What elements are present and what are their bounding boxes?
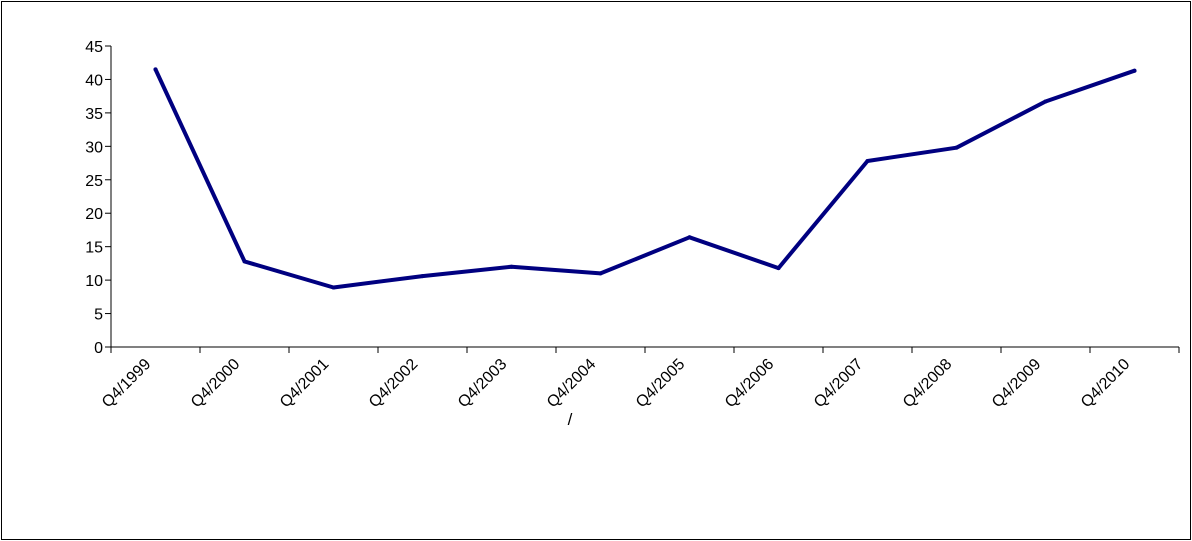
series-group (153, 67, 1137, 290)
series-line (153, 67, 1137, 290)
data-point (954, 145, 959, 150)
y-tick-label: 5 (94, 307, 103, 324)
footer-label: / (568, 410, 573, 429)
y-tick-label: 0 (94, 340, 103, 357)
data-point (865, 159, 870, 164)
data-point (776, 266, 781, 271)
data-point (331, 285, 336, 290)
x-tick-label: Q4/2010 (1078, 356, 1133, 411)
x-tick-label: Q4/2008 (900, 356, 955, 411)
x-tick-label: Q4/2007 (811, 356, 866, 411)
y-axis: 0 5 10 15 20 25 30 35 40 45 (85, 39, 112, 357)
y-tick-label: 20 (85, 206, 103, 223)
data-point (598, 271, 603, 276)
data-point (509, 264, 514, 269)
y-tick-label: 25 (85, 173, 103, 190)
data-point (153, 67, 158, 72)
data-point (242, 259, 247, 264)
y-tick-label: 40 (85, 72, 103, 89)
x-tick-label: Q4/2006 (722, 356, 777, 411)
data-point (1043, 99, 1048, 104)
y-tick-label: 15 (85, 240, 103, 257)
y-tick-label: 35 (85, 106, 103, 123)
x-axis: Q4/1999 Q4/2000 Q4/2001 Q4/2002 Q4/2003 Q4/20… (99, 346, 1180, 411)
x-tick-label: Q4/2003 (455, 356, 510, 411)
x-tick-label: Q4/2009 (989, 356, 1044, 411)
y-tick-label: 45 (85, 39, 103, 56)
x-tick-label: Q4/2002 (366, 356, 421, 411)
data-point (420, 274, 425, 279)
data-point (687, 235, 692, 240)
x-tick-label: Q4/2001 (277, 356, 332, 411)
y-tick-label: 10 (85, 273, 103, 290)
x-tick-label: Q4/2004 (544, 356, 599, 411)
data-point (1132, 68, 1137, 73)
x-tick-label: Q4/1999 (99, 356, 154, 411)
x-tick-label: Q4/2000 (188, 356, 243, 411)
x-tick-label: Q4/2005 (633, 356, 688, 411)
y-tick-label: 30 (85, 139, 103, 156)
